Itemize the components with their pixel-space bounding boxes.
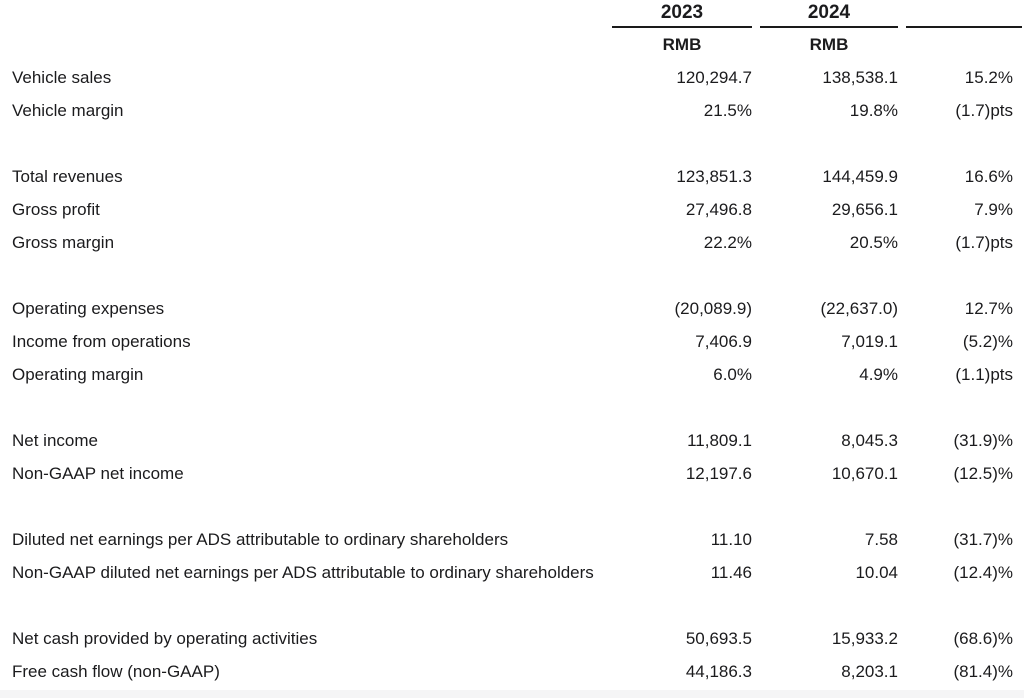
row-label: Net income	[12, 431, 98, 450]
value-2023: 21.5%	[703, 101, 752, 120]
value-2024: 144,459.9	[822, 167, 898, 186]
row-label: Operating expenses	[12, 299, 165, 318]
value-2023: 123,851.3	[676, 167, 752, 186]
value-change: 15.2%	[964, 68, 1013, 87]
value-2024: (22,637.0)	[820, 299, 899, 318]
group-spacer	[12, 490, 1022, 523]
table-body: Vehicle sales 120,294.7 138,538.1 15.2% …	[12, 61, 1022, 688]
row-label: Non-GAAP diluted net earnings per ADS at…	[12, 563, 594, 582]
value-2023: 27,496.8	[685, 200, 752, 219]
table-row: Vehicle sales 120,294.7 138,538.1 15.2%	[12, 61, 1022, 94]
row-label: Vehicle margin	[12, 101, 124, 120]
row-label: Total revenues	[12, 167, 123, 186]
table-row: Vehicle margin 21.5% 19.8% (1.7)pts	[12, 94, 1022, 127]
value-2023: 11.46	[710, 563, 752, 582]
table-row: Operating margin 6.0% 4.9% (1.1)pts	[12, 358, 1022, 391]
value-2024: 7.58	[864, 530, 898, 549]
value-2023: 50,693.5	[685, 629, 752, 648]
value-2024: 138,538.1	[822, 68, 898, 87]
value-2023: 120,294.7	[676, 68, 752, 87]
value-2024: 4.9%	[859, 365, 898, 384]
table-row: Non-GAAP net income 12,197.6 10,670.1 (1…	[12, 457, 1022, 490]
value-2024: 15,933.2	[831, 629, 898, 648]
column-header-change	[906, 2, 1022, 28]
group-spacer	[12, 259, 1022, 292]
value-change: (1.7)pts	[955, 233, 1013, 252]
value-change: 12.7%	[964, 299, 1013, 318]
column-header-2023: 2023	[612, 2, 752, 28]
value-2024: 20.5%	[849, 233, 898, 252]
value-2024: 19.8%	[849, 101, 898, 120]
row-label: Gross margin	[12, 233, 115, 252]
table-row: Free cash flow (non-GAAP) 44,186.3 8,203…	[12, 655, 1022, 688]
table-row: Gross profit 27,496.8 29,656.1 7.9%	[12, 193, 1022, 226]
value-2023: 44,186.3	[685, 662, 752, 681]
value-2024: 7,019.1	[841, 332, 898, 351]
value-change: (12.5)%	[953, 464, 1013, 483]
value-change: (81.4)%	[953, 662, 1013, 681]
value-change: (31.9)%	[953, 431, 1013, 450]
value-2023: 11.10	[710, 530, 752, 549]
table-row: Net income 11,809.1 8,045.3 (31.9)%	[12, 424, 1022, 457]
row-label: Non-GAAP net income	[12, 464, 184, 483]
value-2023: 7,406.9	[695, 332, 752, 351]
table-row: Income from operations 7,406.9 7,019.1 (…	[12, 325, 1022, 358]
value-2023: 22.2%	[703, 233, 752, 252]
row-label: Income from operations	[12, 332, 191, 351]
row-label: Gross profit	[12, 200, 100, 219]
value-change: (31.7)%	[953, 530, 1013, 549]
row-label: Net cash provided by operating activitie…	[12, 629, 318, 648]
row-label: Vehicle sales	[12, 68, 112, 87]
value-change: (12.4)%	[953, 563, 1013, 582]
unit-label-2023: RMB	[662, 35, 702, 54]
column-header-2024: 2024	[760, 2, 898, 28]
value-2024: 8,203.1	[841, 662, 898, 681]
value-change: (68.6)%	[953, 629, 1013, 648]
value-2023: 11,809.1	[687, 431, 752, 450]
value-2023: 12,197.6	[685, 464, 752, 483]
table-row: Diluted net earnings per ADS attributabl…	[12, 523, 1022, 556]
value-change: (1.7)pts	[955, 101, 1013, 120]
row-label: Diluted net earnings per ADS attributabl…	[12, 530, 509, 549]
value-2024: 8,045.3	[841, 431, 898, 450]
table-row: Operating expenses (20,089.9) (22,637.0)…	[12, 292, 1022, 325]
value-change: (5.2)%	[962, 332, 1013, 351]
value-2024: 10.04	[855, 563, 898, 582]
value-2024: 29,656.1	[831, 200, 898, 219]
unit-label-2024: RMB	[809, 35, 849, 54]
group-spacer	[12, 391, 1022, 424]
value-2023: (20,089.9)	[674, 299, 753, 318]
value-change: 16.6%	[964, 167, 1013, 186]
table-row: Non-GAAP diluted net earnings per ADS at…	[12, 556, 1022, 589]
table-header-years: 2023 2024	[12, 2, 1022, 28]
value-2024: 10,670.1	[831, 464, 898, 483]
bottom-divider	[0, 690, 1024, 698]
table-row: Net cash provided by operating activitie…	[12, 622, 1022, 655]
table-row: Gross margin 22.2% 20.5% (1.7)pts	[12, 226, 1022, 259]
row-label: Free cash flow (non-GAAP)	[12, 662, 220, 681]
table-header-units: RMB RMB	[12, 28, 1022, 61]
table-row: Total revenues 123,851.3 144,459.9 16.6%	[12, 160, 1022, 193]
value-change: 7.9%	[974, 200, 1013, 219]
row-label: Operating margin	[12, 365, 144, 384]
group-spacer	[12, 127, 1022, 160]
value-change: (1.1)pts	[955, 365, 1013, 384]
value-2023: 6.0%	[713, 365, 752, 384]
group-spacer	[12, 589, 1022, 622]
